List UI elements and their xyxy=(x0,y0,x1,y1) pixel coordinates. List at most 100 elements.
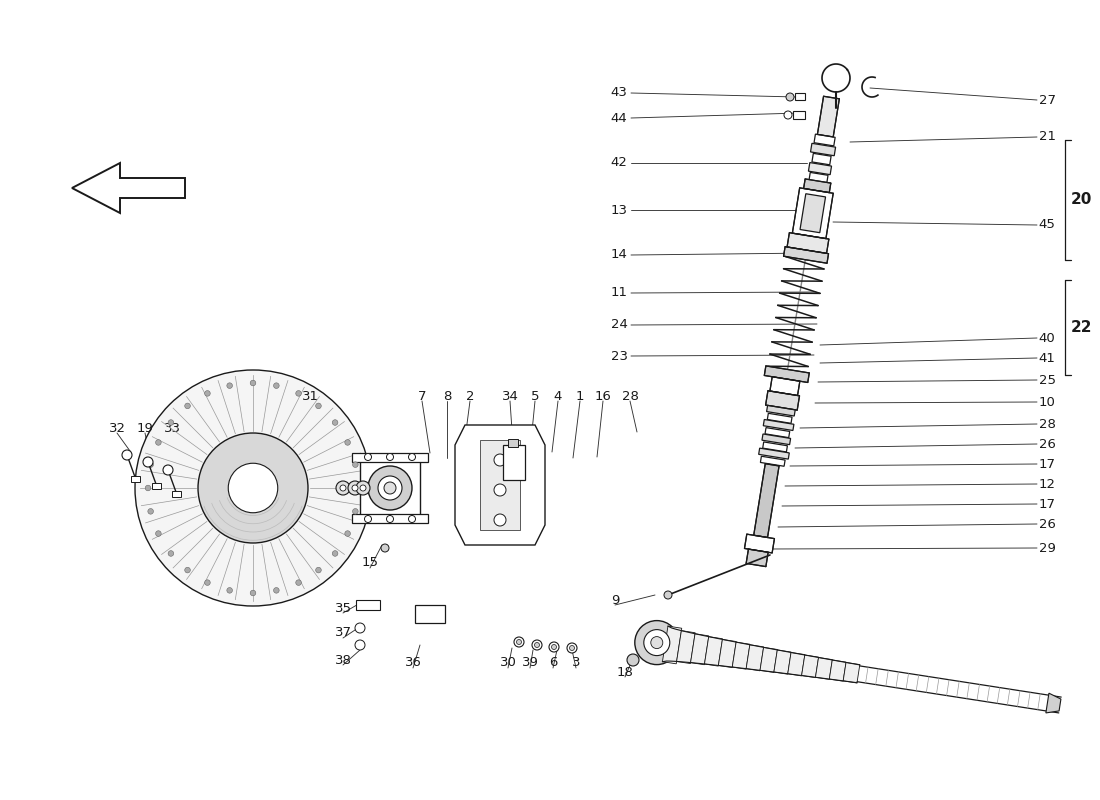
Polygon shape xyxy=(704,637,723,666)
Polygon shape xyxy=(767,406,795,416)
Polygon shape xyxy=(815,658,833,679)
Bar xyxy=(793,111,805,119)
Polygon shape xyxy=(762,434,791,445)
Text: 32: 32 xyxy=(109,422,125,434)
Polygon shape xyxy=(829,660,846,682)
Polygon shape xyxy=(812,154,832,165)
Text: 34: 34 xyxy=(502,390,518,402)
Circle shape xyxy=(386,454,394,461)
Polygon shape xyxy=(788,233,829,254)
Polygon shape xyxy=(72,163,185,213)
Circle shape xyxy=(229,463,277,513)
Circle shape xyxy=(296,390,301,396)
Text: 31: 31 xyxy=(301,390,319,402)
Circle shape xyxy=(355,640,365,650)
Bar xyxy=(415,605,446,623)
Circle shape xyxy=(532,640,542,650)
Circle shape xyxy=(227,383,232,389)
Circle shape xyxy=(364,454,372,461)
Text: 24: 24 xyxy=(610,318,627,331)
Circle shape xyxy=(185,403,190,409)
Polygon shape xyxy=(480,440,520,530)
Polygon shape xyxy=(733,642,750,669)
Polygon shape xyxy=(745,534,774,553)
Text: 4: 4 xyxy=(553,390,562,402)
Bar xyxy=(172,491,182,497)
Circle shape xyxy=(386,515,394,522)
Text: 15: 15 xyxy=(362,557,378,570)
Text: 8: 8 xyxy=(443,390,451,402)
Polygon shape xyxy=(676,630,695,663)
Circle shape xyxy=(332,420,338,426)
Bar xyxy=(356,600,380,610)
Text: 30: 30 xyxy=(499,657,516,670)
Bar xyxy=(152,483,161,489)
Polygon shape xyxy=(691,634,708,665)
Text: 41: 41 xyxy=(1038,351,1055,365)
Polygon shape xyxy=(783,246,828,263)
Text: 44: 44 xyxy=(610,111,627,125)
Circle shape xyxy=(143,457,153,467)
Circle shape xyxy=(250,380,256,386)
Text: 18: 18 xyxy=(617,666,634,678)
Polygon shape xyxy=(746,549,768,566)
Polygon shape xyxy=(814,134,835,146)
Polygon shape xyxy=(1046,693,1060,713)
Circle shape xyxy=(651,637,663,649)
Text: 26: 26 xyxy=(1038,438,1055,450)
Circle shape xyxy=(185,567,190,573)
Text: 13: 13 xyxy=(610,203,627,217)
Polygon shape xyxy=(844,662,860,683)
Text: 29: 29 xyxy=(1038,542,1055,554)
Circle shape xyxy=(360,485,366,491)
Bar xyxy=(503,445,525,480)
Polygon shape xyxy=(760,456,785,466)
Circle shape xyxy=(250,590,256,596)
Text: 9: 9 xyxy=(610,594,619,606)
Circle shape xyxy=(353,462,359,467)
Circle shape xyxy=(344,440,351,446)
Circle shape xyxy=(122,450,132,460)
Circle shape xyxy=(786,93,794,101)
Circle shape xyxy=(274,587,279,593)
Circle shape xyxy=(155,530,162,536)
Circle shape xyxy=(494,514,506,526)
Circle shape xyxy=(514,637,524,647)
Circle shape xyxy=(368,466,412,510)
Circle shape xyxy=(549,642,559,652)
Polygon shape xyxy=(762,442,788,452)
Circle shape xyxy=(274,383,279,389)
Circle shape xyxy=(168,420,174,426)
Circle shape xyxy=(332,550,338,556)
Polygon shape xyxy=(746,645,763,671)
Polygon shape xyxy=(455,425,544,545)
Polygon shape xyxy=(759,448,790,459)
Text: 14: 14 xyxy=(610,249,627,262)
Circle shape xyxy=(627,654,639,666)
Polygon shape xyxy=(808,173,828,184)
Text: 28: 28 xyxy=(621,390,638,402)
Polygon shape xyxy=(766,390,800,410)
Text: 22: 22 xyxy=(1070,319,1091,334)
Text: 10: 10 xyxy=(1038,395,1055,409)
Circle shape xyxy=(147,462,153,467)
Text: 45: 45 xyxy=(1038,218,1055,231)
Circle shape xyxy=(494,484,506,496)
Polygon shape xyxy=(804,179,830,193)
Circle shape xyxy=(316,567,321,573)
Polygon shape xyxy=(763,419,794,430)
Circle shape xyxy=(316,403,321,409)
Circle shape xyxy=(205,390,210,396)
Text: 17: 17 xyxy=(1038,458,1056,470)
Circle shape xyxy=(408,454,416,461)
Text: 39: 39 xyxy=(521,657,538,670)
Polygon shape xyxy=(754,464,779,538)
Circle shape xyxy=(494,454,506,466)
Text: 3: 3 xyxy=(572,657,581,670)
Text: 42: 42 xyxy=(610,157,627,170)
Circle shape xyxy=(566,643,578,653)
Text: 7: 7 xyxy=(418,390,427,402)
Circle shape xyxy=(205,580,210,586)
Polygon shape xyxy=(718,639,736,668)
Circle shape xyxy=(352,485,358,491)
